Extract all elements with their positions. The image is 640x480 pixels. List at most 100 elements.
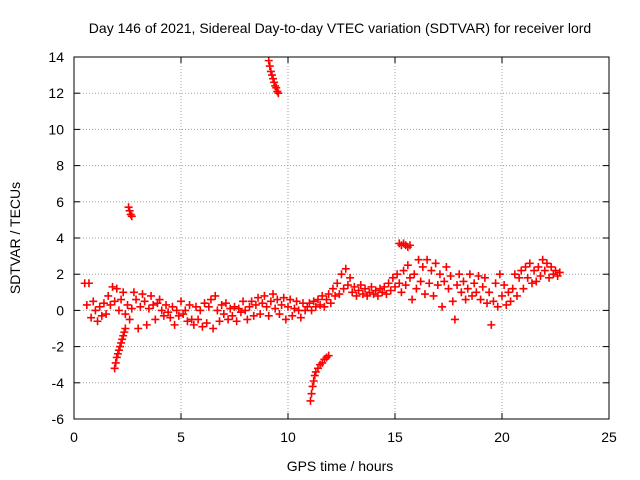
- data-point: [532, 277, 541, 286]
- data-point: [555, 268, 564, 277]
- data-point: [320, 302, 329, 311]
- data-point: [104, 291, 113, 300]
- data-point: [523, 273, 532, 282]
- data-point: [483, 299, 492, 308]
- data-point: [487, 320, 496, 329]
- chart-title: Day 146 of 2021, Sidereal Day-to-day VTE…: [89, 20, 591, 36]
- data-point: [274, 89, 283, 98]
- data-point: [395, 279, 404, 288]
- y-tick-label: 2: [56, 266, 64, 282]
- data-point: [512, 291, 521, 300]
- data-point: [313, 295, 322, 304]
- data-point: [121, 310, 130, 319]
- data-point: [444, 284, 453, 293]
- data-point: [284, 302, 292, 311]
- data-point: [465, 270, 474, 279]
- data-point: [461, 295, 470, 304]
- data-point: [339, 284, 348, 293]
- data-point: [266, 297, 275, 306]
- data-point: [272, 83, 281, 92]
- data-point: [337, 270, 346, 279]
- data-point: [147, 291, 156, 300]
- data-point: [111, 358, 120, 367]
- data-point: [132, 295, 141, 304]
- data-point: [542, 259, 551, 268]
- data-point: [510, 270, 519, 279]
- y-tick-label: -4: [52, 375, 65, 391]
- data-point: [108, 282, 117, 291]
- data-point: [500, 281, 509, 290]
- data-point: [110, 364, 119, 373]
- data-point: [474, 272, 483, 281]
- data-point: [117, 295, 126, 304]
- x-tick-label: 10: [280, 429, 296, 445]
- data-point: [489, 297, 498, 306]
- data-point: [331, 291, 340, 300]
- y-tick-label: 0: [56, 302, 64, 318]
- data-point: [335, 290, 344, 299]
- data-point: [478, 282, 487, 291]
- data-point: [448, 297, 457, 306]
- data-point: [114, 306, 123, 315]
- data-point: [519, 284, 528, 293]
- data-point: [442, 262, 451, 271]
- data-point: [202, 319, 211, 328]
- data-point: [271, 81, 280, 90]
- data-point: [551, 266, 560, 275]
- data-point: [352, 291, 361, 300]
- x-tick-label: 15: [387, 429, 403, 445]
- y-axis-label: SDTVAR / TECUs: [7, 182, 23, 294]
- x-tick-label: 5: [177, 429, 185, 445]
- data-point: [318, 291, 327, 300]
- data-point: [286, 295, 295, 304]
- data-point: [166, 313, 175, 322]
- data-point: [412, 284, 421, 293]
- data-point: [515, 273, 524, 282]
- plot-frame: [73, 56, 610, 420]
- data-point: [236, 308, 245, 317]
- data-point: [200, 299, 209, 308]
- data-point: [113, 349, 122, 358]
- data-point: [498, 291, 506, 300]
- data-point: [382, 290, 391, 299]
- data-point: [266, 67, 275, 76]
- data-point: [418, 262, 427, 271]
- data-point: [177, 297, 185, 306]
- x-tick-label: 20: [494, 429, 510, 445]
- data-point: [310, 371, 319, 380]
- data-point: [174, 311, 183, 320]
- data-point: [209, 324, 218, 333]
- data-point: [91, 306, 100, 315]
- data-point: [254, 293, 263, 302]
- data-point: [322, 295, 331, 304]
- data-point: [358, 290, 367, 299]
- data-point: [405, 241, 414, 250]
- data-point: [164, 308, 173, 317]
- data-point: [260, 291, 269, 300]
- data-point: [170, 320, 179, 329]
- x-axis-label: GPS time / hours: [287, 458, 394, 474]
- data-point: [249, 311, 258, 320]
- data-point: [534, 262, 543, 271]
- data-point: [162, 300, 171, 309]
- data-point: [450, 315, 459, 324]
- y-tick-label: 6: [56, 194, 64, 210]
- data-point: [324, 290, 333, 299]
- x-axis-ticks: 0 5 10 15 20 25: [70, 57, 617, 445]
- data-point: [121, 324, 130, 333]
- data-point: [123, 300, 132, 309]
- data-point: [95, 302, 104, 311]
- data-point: [110, 297, 119, 306]
- data-point: [116, 342, 125, 351]
- data-point: [119, 288, 128, 297]
- data-point: [308, 382, 317, 391]
- data-point: [97, 311, 106, 320]
- data-point: [453, 281, 462, 290]
- data-point: [455, 270, 464, 279]
- data-point: [508, 284, 517, 293]
- data-point: [472, 288, 481, 297]
- data-point: [446, 272, 455, 281]
- data-point: [361, 284, 370, 293]
- data-point: [540, 266, 549, 275]
- data-point: [102, 310, 111, 319]
